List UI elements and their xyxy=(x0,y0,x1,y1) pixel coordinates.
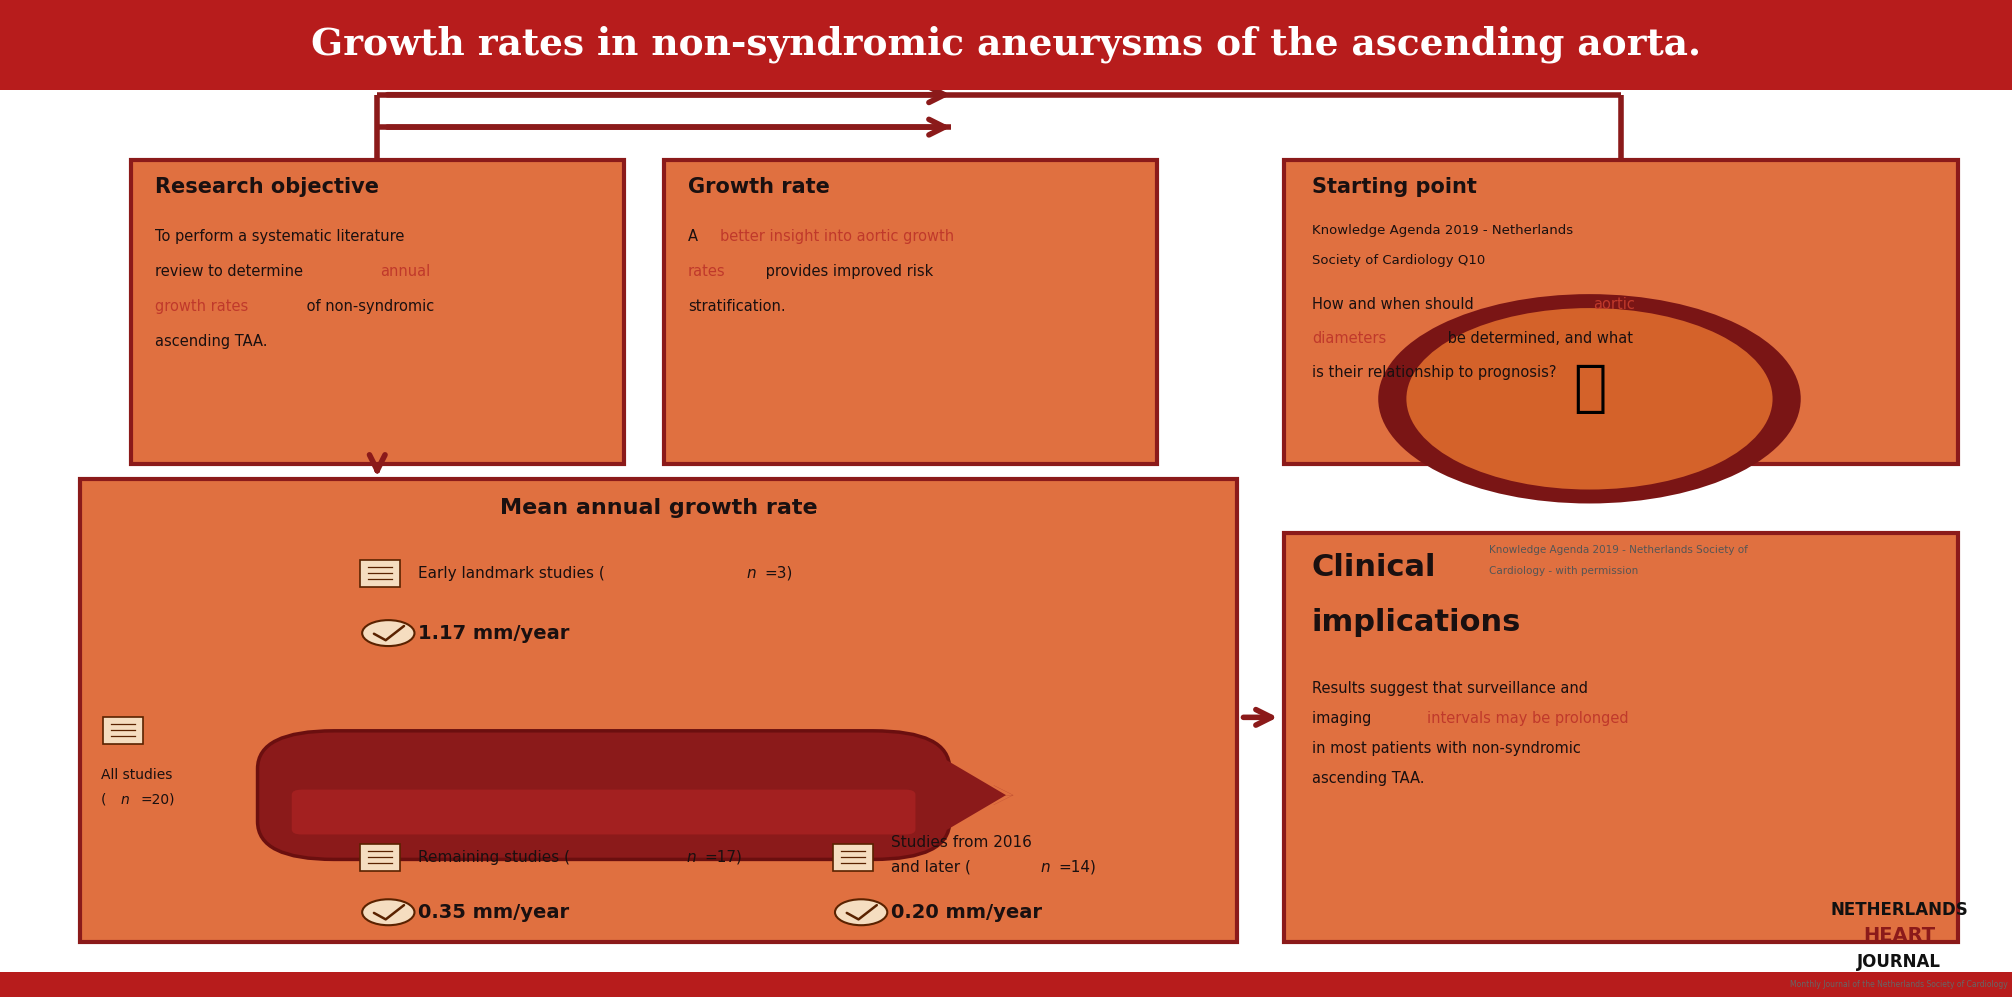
Text: n: n xyxy=(686,849,696,865)
Circle shape xyxy=(1378,294,1801,503)
Text: of non-syndromic: of non-syndromic xyxy=(302,299,435,314)
Text: NETHERLANDS: NETHERLANDS xyxy=(1831,901,1968,919)
Text: =3): =3) xyxy=(765,565,793,581)
Text: rates: rates xyxy=(688,264,726,279)
Text: =14): =14) xyxy=(1058,859,1097,875)
FancyBboxPatch shape xyxy=(103,717,143,744)
Text: Starting point: Starting point xyxy=(1312,177,1477,197)
FancyBboxPatch shape xyxy=(258,731,950,859)
Text: 1.17 mm/year: 1.17 mm/year xyxy=(418,623,569,643)
Text: 0.20 mm/year: 0.20 mm/year xyxy=(891,902,1042,922)
Text: How and when should: How and when should xyxy=(1312,297,1479,312)
Text: Society of Cardiology Q10: Society of Cardiology Q10 xyxy=(1312,254,1485,267)
Text: Growth rates in non-syndromic aneurysms of the ascending aorta.: Growth rates in non-syndromic aneurysms … xyxy=(312,25,1700,63)
Polygon shape xyxy=(926,748,1006,842)
Text: Growth rate: Growth rate xyxy=(688,177,831,197)
Text: 0.35 mm/year: 0.35 mm/year xyxy=(418,902,569,922)
Text: be determined, and what: be determined, and what xyxy=(1443,331,1632,346)
Circle shape xyxy=(835,899,887,925)
Text: Monthly Journal of the Netherlands Society of Cardiology: Monthly Journal of the Netherlands Socie… xyxy=(1791,980,2008,989)
Text: stratification.: stratification. xyxy=(688,299,787,314)
FancyBboxPatch shape xyxy=(131,160,624,464)
Text: aortic: aortic xyxy=(1594,297,1636,312)
Text: intervals may be prolonged: intervals may be prolonged xyxy=(1427,711,1628,726)
Text: review to determine: review to determine xyxy=(155,264,308,279)
Text: diameters: diameters xyxy=(1312,331,1386,346)
Circle shape xyxy=(362,620,414,646)
Text: provides improved risk: provides improved risk xyxy=(761,264,934,279)
Text: HEART: HEART xyxy=(1863,926,1936,945)
FancyBboxPatch shape xyxy=(80,479,1237,942)
Text: 👁: 👁 xyxy=(1573,362,1606,416)
Text: n: n xyxy=(1040,859,1050,875)
Text: ascending TAA.: ascending TAA. xyxy=(1312,771,1424,786)
Text: Clinical: Clinical xyxy=(1312,553,1437,582)
Text: Mean annual growth rate: Mean annual growth rate xyxy=(501,498,817,518)
FancyBboxPatch shape xyxy=(833,844,873,871)
Text: All studies: All studies xyxy=(101,768,171,782)
FancyBboxPatch shape xyxy=(1284,160,1958,464)
FancyBboxPatch shape xyxy=(0,0,2012,90)
FancyBboxPatch shape xyxy=(0,972,2012,997)
FancyBboxPatch shape xyxy=(664,160,1157,464)
Text: To perform a systematic literature: To perform a systematic literature xyxy=(155,229,404,244)
Text: Cardiology - with permission: Cardiology - with permission xyxy=(1489,566,1638,576)
Text: Remaining studies (: Remaining studies ( xyxy=(418,849,571,865)
Text: better insight into aortic growth: better insight into aortic growth xyxy=(720,229,954,244)
Text: imaging: imaging xyxy=(1312,711,1376,726)
Text: Results suggest that surveillance and: Results suggest that surveillance and xyxy=(1312,681,1587,696)
Text: =20): =20) xyxy=(141,793,175,807)
Text: Early landmark studies (: Early landmark studies ( xyxy=(418,565,606,581)
Text: n: n xyxy=(121,793,129,807)
FancyBboxPatch shape xyxy=(360,844,400,871)
Text: ascending TAA.: ascending TAA. xyxy=(155,334,268,349)
Text: (: ( xyxy=(101,793,107,807)
FancyBboxPatch shape xyxy=(360,560,400,587)
Text: A: A xyxy=(688,229,702,244)
FancyBboxPatch shape xyxy=(1284,533,1958,942)
Text: annual: annual xyxy=(380,264,431,279)
FancyBboxPatch shape xyxy=(292,790,915,834)
Text: in most patients with non-syndromic: in most patients with non-syndromic xyxy=(1312,741,1581,756)
Text: Knowledge Agenda 2019 - Netherlands Society of: Knowledge Agenda 2019 - Netherlands Soci… xyxy=(1489,545,1748,555)
Text: JOURNAL: JOURNAL xyxy=(1857,953,1942,971)
Text: Studies from 2016: Studies from 2016 xyxy=(891,834,1032,850)
Text: Knowledge Agenda 2019 - Netherlands: Knowledge Agenda 2019 - Netherlands xyxy=(1312,224,1573,237)
Text: implications: implications xyxy=(1312,608,1521,637)
Text: and later (: and later ( xyxy=(891,859,972,875)
Text: =17): =17) xyxy=(704,849,742,865)
Text: is their relationship to prognosis?: is their relationship to prognosis? xyxy=(1312,365,1557,380)
Text: n: n xyxy=(746,565,757,581)
Text: Research objective: Research objective xyxy=(155,177,378,197)
Circle shape xyxy=(362,899,414,925)
Circle shape xyxy=(1406,308,1773,490)
Text: growth rates: growth rates xyxy=(155,299,247,314)
